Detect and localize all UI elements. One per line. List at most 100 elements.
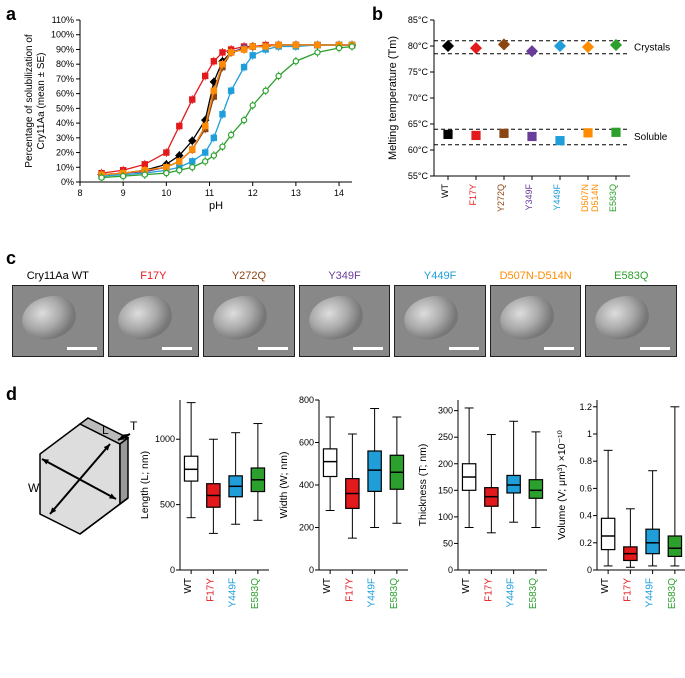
svg-text:Melting temperature (Tm): Melting temperature (Tm) — [387, 36, 399, 160]
svg-text:0.4: 0.4 — [579, 511, 592, 521]
svg-text:Cry11Aa (mean ± SE): Cry11Aa (mean ± SE) — [36, 52, 47, 149]
sem-caption: Y349F — [299, 270, 391, 282]
sem-image: F17Y — [108, 270, 200, 357]
svg-text:F17Y: F17Y — [344, 578, 355, 602]
svg-text:200: 200 — [299, 523, 314, 533]
svg-text:50%: 50% — [56, 103, 74, 113]
sem-caption: D507N-D514N — [490, 270, 582, 282]
svg-text:50: 50 — [443, 538, 453, 548]
svg-text:F17Y: F17Y — [468, 184, 478, 206]
svg-text:300: 300 — [438, 406, 453, 416]
svg-text:E583Q: E583Q — [250, 578, 261, 609]
svg-text:80°C: 80°C — [408, 41, 429, 51]
svg-text:Soluble: Soluble — [634, 132, 668, 143]
svg-text:55°C: 55°C — [408, 171, 429, 181]
svg-text:0: 0 — [309, 565, 314, 575]
svg-text:500: 500 — [160, 500, 175, 510]
sem-image: Y349F — [299, 270, 391, 357]
svg-text:Y449F: Y449F — [552, 184, 562, 211]
svg-text:8: 8 — [77, 188, 82, 198]
boxplot: 0200400600800Width (W; nm)WTF17YY449FE58… — [277, 394, 412, 634]
svg-text:Width (W; nm): Width (W; nm) — [278, 452, 290, 519]
svg-text:1000: 1000 — [155, 434, 175, 444]
svg-text:85°C: 85°C — [408, 15, 429, 25]
svg-text:10: 10 — [161, 188, 171, 198]
svg-text:0: 0 — [448, 565, 453, 575]
svg-text:0.8: 0.8 — [579, 456, 592, 466]
svg-text:11: 11 — [205, 188, 214, 198]
svg-text:1: 1 — [587, 429, 592, 439]
svg-text:pH: pH — [209, 200, 223, 212]
svg-text:E583Q: E583Q — [608, 184, 618, 212]
svg-text:D507N: D507N — [580, 184, 590, 212]
svg-text:30%: 30% — [56, 133, 74, 143]
svg-text:WT: WT — [322, 578, 333, 594]
svg-text:E583Q: E583Q — [528, 578, 539, 609]
svg-text:WT: WT — [183, 578, 194, 594]
panel-d-plots: 05001000Length (L; nm)WTF17YY449FE583Q02… — [138, 394, 685, 634]
svg-text:100%: 100% — [51, 30, 74, 40]
svg-text:E583Q: E583Q — [389, 578, 400, 609]
svg-text:100: 100 — [438, 512, 453, 522]
svg-text:Y272Q: Y272Q — [496, 184, 506, 212]
svg-text:Percentage of solubilization o: Percentage of solubilization of — [24, 34, 35, 168]
boxplot: 0 0.2 0.4 0.6 0.8 1 1.2 Volume (V; μm³) ×10⁻¹⁰ W… — [555, 394, 685, 634]
svg-text:70°C: 70°C — [408, 93, 429, 103]
svg-text:60°C: 60°C — [408, 145, 429, 155]
sem-caption: Cry11Aa WT — [12, 270, 104, 282]
svg-text:9: 9 — [121, 188, 126, 198]
svg-text:D514N: D514N — [590, 184, 600, 212]
svg-text:20%: 20% — [56, 148, 74, 158]
panel-d-label: d — [6, 384, 17, 405]
boxplot: 0 500 1000 Length (L; nm) WT F17Y Y449F E583Q — [138, 394, 273, 634]
crystal-diagram: L W T — [10, 404, 150, 544]
svg-text:70%: 70% — [56, 74, 74, 84]
svg-text:Y449F: Y449F — [228, 578, 239, 607]
svg-text:14: 14 — [334, 188, 344, 198]
svg-text:0.6: 0.6 — [579, 483, 592, 493]
svg-text:F17Y: F17Y — [622, 578, 633, 602]
svg-text:Y349F: Y349F — [524, 184, 534, 211]
svg-text:F17Y: F17Y — [205, 578, 216, 602]
svg-text:T: T — [130, 419, 138, 433]
svg-text:0%: 0% — [61, 177, 74, 187]
svg-text:Crystals: Crystals — [634, 42, 670, 53]
panel-c-label: c — [6, 248, 16, 269]
sem-caption: E583Q — [585, 270, 677, 282]
svg-text:90%: 90% — [56, 44, 74, 54]
svg-text:Length (L; nm): Length (L; nm) — [139, 451, 151, 519]
svg-text:250: 250 — [438, 432, 453, 442]
svg-text:WT: WT — [440, 184, 450, 198]
panel-c-row: Cry11Aa WT F17YY272Q Y349FY449F D507N-D514N… — [12, 270, 677, 357]
sem-caption: Y272Q — [203, 270, 295, 282]
svg-text:Volume (V; μm³) ×10⁻¹⁰: Volume (V; μm³) ×10⁻¹⁰ — [556, 429, 568, 539]
panel-b-chart: 55°C 60°C 65°C 70°C 75°C 80°C 85°C Melting temp… — [384, 12, 680, 232]
svg-text:80%: 80% — [56, 59, 74, 69]
svg-text:800: 800 — [299, 395, 314, 405]
svg-text:0: 0 — [170, 565, 175, 575]
sem-image: Y449F — [394, 270, 486, 357]
panel-a-chart: 0%10%20%30%40%50%60%70%80%90%100%110%891… — [18, 12, 358, 212]
svg-text:W: W — [28, 481, 40, 495]
svg-text:65°C: 65°C — [408, 119, 429, 129]
boxplot: 050100150200250300Thickness (T; nm)WTF17… — [416, 394, 551, 634]
svg-text:L: L — [102, 423, 109, 437]
svg-text:75°C: 75°C — [408, 67, 429, 77]
svg-text:Thickness (T; nm): Thickness (T; nm) — [417, 444, 429, 527]
svg-text:0: 0 — [587, 565, 592, 575]
svg-text:200: 200 — [438, 459, 453, 469]
sem-image: Cry11Aa WT — [12, 270, 104, 357]
panel-b-label: b — [372, 4, 383, 25]
sem-image: D507N-D514N — [490, 270, 582, 357]
svg-text:110%: 110% — [52, 15, 74, 25]
panel-a-label: a — [6, 4, 16, 25]
svg-text:13: 13 — [291, 188, 301, 198]
svg-text:60%: 60% — [56, 89, 74, 99]
svg-text:400: 400 — [299, 480, 314, 490]
svg-text:0.2: 0.2 — [579, 538, 592, 548]
svg-text:E583Q: E583Q — [667, 578, 678, 609]
svg-text:150: 150 — [438, 485, 453, 495]
svg-text:12: 12 — [248, 188, 258, 198]
svg-text:1.2: 1.2 — [579, 402, 592, 412]
svg-text:WT: WT — [600, 578, 611, 594]
